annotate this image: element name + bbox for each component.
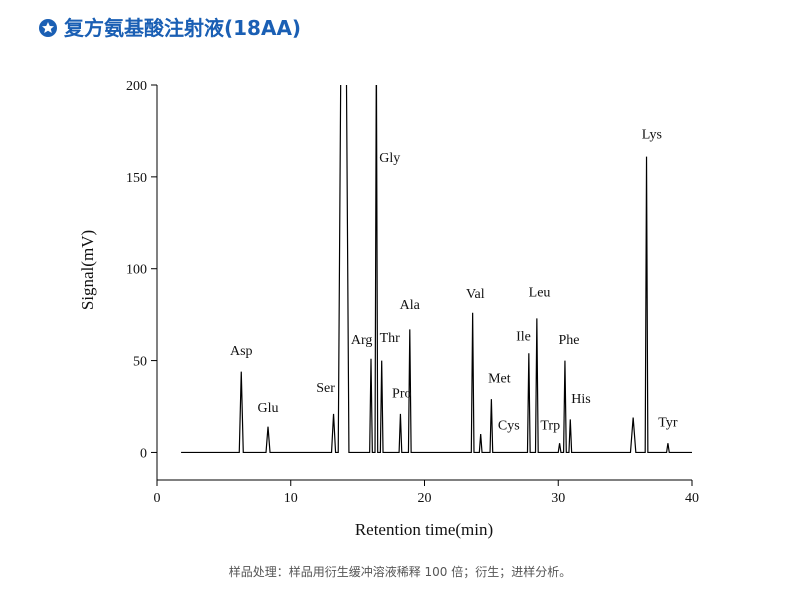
y-tick-label: 50 (133, 355, 147, 370)
x-tick-label: 10 (284, 491, 298, 506)
x-tick-label: 30 (551, 491, 565, 506)
peak-label: His (571, 392, 590, 407)
peak-label: Ala (400, 298, 421, 313)
peak-label: Met (488, 372, 511, 387)
x-tick-label: 0 (154, 491, 161, 506)
peak-label: Ile (516, 329, 531, 344)
peak-label: Pro (392, 386, 411, 401)
y-axis-label: Signal(mV) (78, 230, 97, 310)
x-tick-label: 20 (418, 491, 432, 506)
peak-label: Leu (529, 285, 551, 300)
y-tick-label: 200 (126, 79, 147, 94)
y-tick-label: 100 (126, 263, 147, 278)
peak-label: Cys (498, 418, 520, 433)
caption: 样品处理：样品用衍生缓冲溶液稀释 100 倍；衍生；进样分析。 (229, 564, 572, 579)
peak-label: Lys (642, 127, 662, 142)
peak-label: Tyr (658, 416, 678, 431)
peak-label: Asp (230, 344, 253, 359)
peak-label: Arg (351, 333, 373, 348)
peak-label: Val (466, 287, 485, 302)
x-tick-label: 40 (685, 491, 699, 506)
title-icon-star (42, 22, 54, 33)
peak-label: Gly (379, 151, 400, 166)
x-axis-label: Retention time(min) (355, 520, 493, 539)
y-tick-label: 150 (126, 171, 147, 186)
peak-label: Ser (316, 381, 335, 396)
page-title: 复方氨基酸注射液(18AA) (63, 16, 301, 40)
y-tick-label: 0 (140, 446, 147, 461)
peak-label: Trp (540, 418, 560, 433)
peak-label: Phe (558, 333, 579, 348)
peak-label: Thr (380, 331, 401, 346)
peak-label: Glu (258, 401, 279, 416)
chromatogram-line (181, 85, 692, 454)
